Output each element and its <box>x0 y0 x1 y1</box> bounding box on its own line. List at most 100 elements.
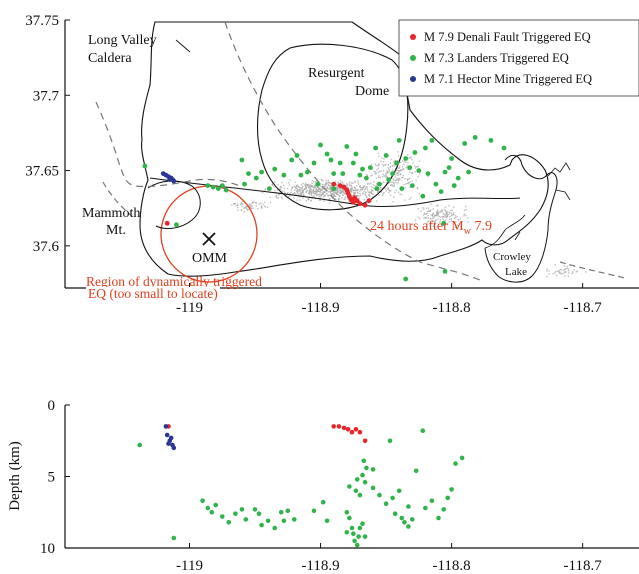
background-seismicity-dot <box>321 179 323 181</box>
triggered-region-circle <box>160 185 258 283</box>
background-seismicity-dot <box>346 183 348 185</box>
background-seismicity-dot <box>394 165 396 167</box>
depth-point <box>354 477 360 482</box>
lake-shore <box>484 214 526 249</box>
background-seismicity-dot <box>297 190 300 192</box>
background-seismicity-dot <box>303 188 306 190</box>
background-seismicity-dot <box>342 189 344 191</box>
background-seismicity-dot <box>397 191 400 193</box>
background-seismicity-dot <box>401 193 403 196</box>
background-seismicity-dot <box>310 193 313 195</box>
background-seismicity-dot <box>393 184 395 186</box>
background-seismicity-dot <box>393 196 395 198</box>
background-seismicity-dot <box>274 181 276 183</box>
background-seismicity-dot <box>387 172 389 174</box>
background-seismicity-dot <box>294 192 296 194</box>
background-seismicity-dot <box>414 167 417 169</box>
background-seismicity-dot <box>382 173 384 176</box>
background-seismicity-dot <box>350 188 353 191</box>
background-seismicity-dot <box>435 214 437 216</box>
background-seismicity-dot <box>430 209 432 211</box>
background-seismicity-dot <box>385 187 387 190</box>
background-seismicity-dot <box>386 188 389 190</box>
background-seismicity-dot <box>391 164 393 167</box>
background-seismicity-dot <box>370 192 373 194</box>
background-seismicity-dot <box>405 167 408 169</box>
background-seismicity-dot <box>386 170 388 172</box>
background-seismicity-dot <box>282 184 285 187</box>
background-seismicity-dot <box>231 204 233 206</box>
background-seismicity-dot <box>314 181 317 183</box>
background-seismicity-dot <box>426 210 429 213</box>
background-seismicity-dot <box>309 187 311 190</box>
background-seismicity-dot <box>365 173 368 176</box>
background-seismicity-dot <box>444 214 446 217</box>
background-seismicity-dot <box>387 187 389 189</box>
background-seismicity-dot <box>370 163 373 166</box>
depth-point <box>436 515 441 521</box>
background-seismicity-dot <box>398 179 400 181</box>
map-point <box>472 135 478 140</box>
background-seismicity-dot <box>467 221 470 223</box>
background-seismicity-dot <box>449 212 451 214</box>
background-seismicity-dot <box>414 171 416 173</box>
road-dashed-3 <box>102 181 133 217</box>
background-seismicity-dot <box>408 198 411 201</box>
depth-point <box>205 505 211 511</box>
background-seismicity-dot <box>385 164 387 166</box>
background-seismicity-dot <box>264 188 267 190</box>
background-seismicity-dot <box>463 215 465 217</box>
background-seismicity-dot <box>379 188 381 191</box>
background-seismicity-dot <box>430 222 433 224</box>
background-seismicity-dot <box>371 193 374 195</box>
background-seismicity-dot <box>311 179 313 182</box>
background-seismicity-dot <box>432 208 434 210</box>
background-seismicity-dot <box>277 193 280 196</box>
map-x-tick-label: -118.8 <box>432 300 470 316</box>
background-seismicity-dot <box>320 189 322 191</box>
background-seismicity-dot <box>445 212 448 214</box>
background-seismicity-dot <box>326 182 328 185</box>
map-point <box>360 166 365 172</box>
background-seismicity-dot <box>371 168 374 170</box>
background-seismicity-dot <box>426 222 428 225</box>
background-seismicity-dot <box>444 216 446 218</box>
background-seismicity-dot <box>363 190 365 193</box>
background-seismicity-dot <box>349 188 352 191</box>
background-seismicity-dot <box>388 191 390 194</box>
background-seismicity-dot <box>357 183 360 186</box>
map-point <box>455 175 461 181</box>
background-seismicity-dot <box>373 170 375 173</box>
background-seismicity-dot <box>312 191 314 193</box>
map-y-tick-label: 37.6 <box>33 239 60 255</box>
background-seismicity-dot <box>450 218 452 220</box>
background-seismicity-dot <box>320 193 323 196</box>
background-seismicity-dot <box>554 264 556 266</box>
background-seismicity-dot <box>338 198 340 200</box>
background-seismicity-dot <box>340 187 342 189</box>
background-seismicity-dot <box>376 169 378 171</box>
background-seismicity-dot <box>342 182 344 184</box>
background-seismicity-dot <box>377 167 380 169</box>
background-seismicity-dot <box>291 187 293 190</box>
background-seismicity-dot <box>433 224 436 226</box>
background-seismicity-dot <box>367 190 369 192</box>
background-seismicity-dot <box>370 182 372 184</box>
background-seismicity-dot <box>297 188 299 191</box>
background-seismicity-dot <box>321 188 324 190</box>
background-seismicity-dot <box>548 270 550 272</box>
background-seismicity-dot <box>341 197 343 199</box>
depth-point <box>164 432 170 438</box>
map-point <box>205 183 211 189</box>
background-seismicity-dot <box>380 191 383 193</box>
background-seismicity-dot <box>351 191 353 193</box>
background-seismicity-dot <box>367 194 370 196</box>
background-seismicity-dot <box>391 181 394 183</box>
background-seismicity-dot <box>390 190 392 192</box>
depth-point <box>445 495 451 501</box>
background-seismicity-dot <box>399 161 402 164</box>
depth-x-tick-label: -118.8 <box>432 558 470 574</box>
background-seismicity-dot <box>308 187 310 189</box>
background-seismicity-dot <box>431 215 434 217</box>
background-seismicity-dot <box>299 190 301 192</box>
